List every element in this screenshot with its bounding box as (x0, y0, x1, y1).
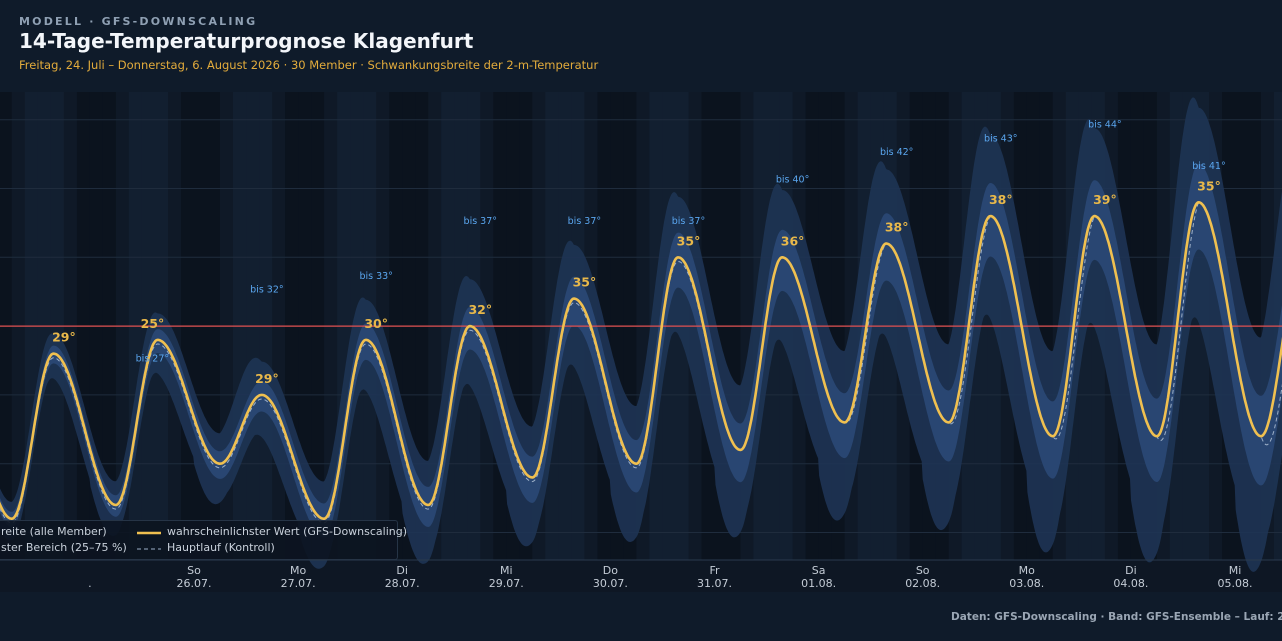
x-tick-date: 26.07. (177, 577, 212, 590)
peak-value-label: 38° (885, 220, 909, 235)
x-tick-date: 27.07. (281, 577, 316, 590)
chart-subtitle: Freitag, 24. Juli – Donnerstag, 6. Augus… (19, 58, 599, 72)
x-tick-weekday: Mo (290, 564, 306, 577)
peak-value-label: 29° (255, 371, 279, 386)
x-axis-ticks: .So26.07.Mo27.07.Di28.07.Mi29.07.Do30.07… (88, 564, 1253, 590)
peak-value-label: 35° (1197, 178, 1221, 193)
peak-labels: 29° 25° 29° 30° 32° 35° 35° 36° 38° 38° 39° 35° bis … (52, 120, 1226, 386)
x-tick-date: 03.08. (1009, 577, 1044, 590)
peak-value-label: 35° (573, 275, 597, 290)
x-tick-date: 28.07. (385, 577, 420, 590)
max-value-label: bis 33° (359, 271, 392, 282)
x-tick-date: 29.07. (489, 577, 524, 590)
max-value-label: bis 37° (672, 216, 705, 227)
x-tick-date: 01.08. (801, 577, 836, 590)
legend-control-swatch (137, 548, 161, 550)
x-tick-date: 31.07. (697, 577, 732, 590)
x-tick-date: 30.07. (593, 577, 628, 590)
legend-band-full-label: reite (alle Member) (1, 525, 107, 538)
max-value-label: bis 37° (464, 216, 497, 227)
control-run-line (0, 201, 1282, 524)
legend-median-swatch (137, 531, 161, 535)
peak-value-label: 30° (364, 316, 388, 331)
x-tick-weekday: Do (603, 564, 618, 577)
x-tick-weekday: Di (1125, 564, 1137, 577)
max-value-label: bis 37° (568, 216, 601, 227)
temperature-chart: 29° 25° 29° 30° 32° 35° 35° 36° 38° 38° 39° 35° bis … (0, 92, 1282, 590)
x-tick-weekday: So (916, 564, 930, 577)
peak-value-label: 38° (989, 192, 1013, 207)
data-source-note: Daten: GFS-Downscaling · Band: GFS-Ensem… (951, 611, 1282, 623)
max-value-label: bis 42° (880, 147, 913, 158)
eyebrow-label: MODELL · GFS-DOWNSCALING (19, 15, 258, 28)
x-tick-date: . (88, 577, 92, 590)
x-tick-date: 02.08. (905, 577, 940, 590)
ensemble-band-full (0, 97, 1282, 572)
peak-value-label: 32° (468, 302, 492, 317)
chart-legend: reite (alle Member) ster Bereich (25–75 … (0, 520, 407, 560)
max-value-label: bis 27° (136, 353, 169, 364)
legend-control-label: Hauptlauf (Kontroll) (167, 541, 275, 554)
chart-title: 14-Tage-Temperaturprognose Klagenfurt (19, 29, 474, 53)
max-value-label: bis 41° (1192, 161, 1225, 172)
peak-value-label: 36° (781, 233, 805, 248)
max-value-label: bis 40° (776, 175, 809, 186)
x-tick-date: 04.08. (1113, 577, 1148, 590)
x-tick-weekday: Di (396, 564, 408, 577)
x-tick-weekday: Mo (1019, 564, 1035, 577)
median-line (0, 201, 1282, 520)
max-value-label: bis 32° (250, 285, 283, 296)
peak-value-label: 39° (1093, 192, 1117, 207)
peak-value-label: 29° (52, 330, 76, 345)
legend-median-label: wahrscheinlichster Wert (GFS-Downscaling… (167, 525, 408, 538)
x-tick-weekday: Sa (812, 564, 826, 577)
max-value-label: bis 43° (984, 133, 1017, 144)
x-tick-weekday: Fr (709, 564, 720, 577)
x-tick-weekday: Mi (500, 564, 513, 577)
chart-footer (0, 592, 1282, 641)
legend-band-iqr-label: ster Bereich (25–75 %) (1, 541, 127, 554)
x-tick-date: 05.08. (1218, 577, 1253, 590)
chart-header: MODELL · GFS-DOWNSCALING 14-Tage-Tempera… (0, 0, 1282, 92)
x-tick-weekday: So (187, 564, 201, 577)
peak-value-label: 35° (677, 233, 701, 248)
peak-value-label: 25° (141, 316, 165, 331)
x-tick-weekday: Mi (1229, 564, 1242, 577)
max-value-label: bis 44° (1088, 120, 1121, 131)
